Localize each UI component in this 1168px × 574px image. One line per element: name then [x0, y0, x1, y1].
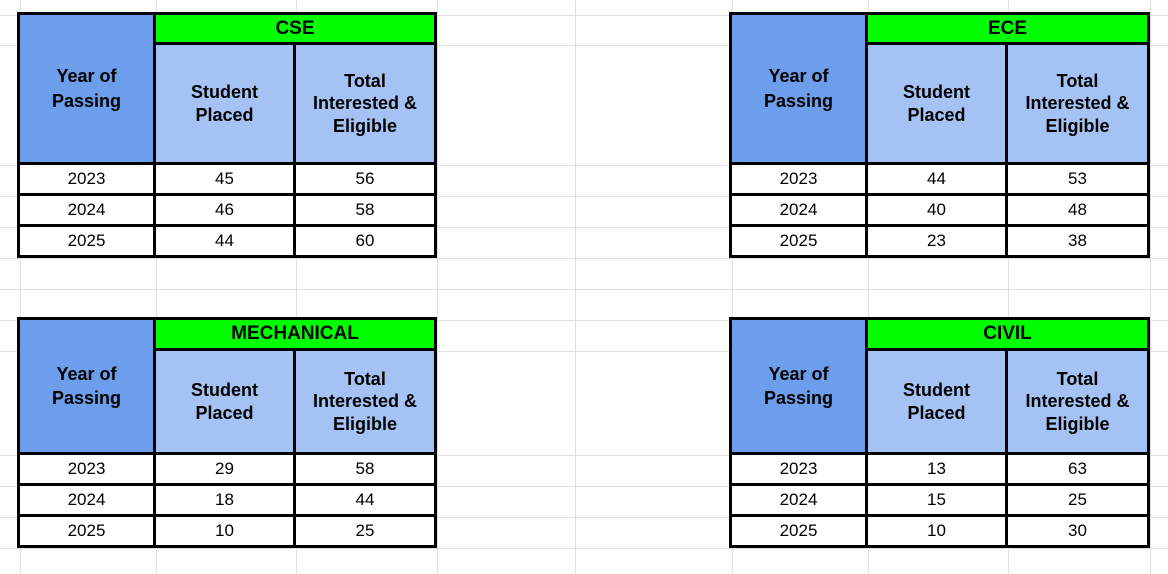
year-cell[interactable]: 2023 [732, 165, 868, 196]
branch-title-cell[interactable]: CSE [156, 15, 437, 45]
year-cell[interactable]: 2024 [20, 196, 156, 227]
placed-cell[interactable]: 45 [156, 165, 296, 196]
placed-cell[interactable]: 29 [156, 455, 296, 486]
eligible-cell[interactable]: 25 [296, 517, 437, 548]
year-cell[interactable]: 2024 [732, 196, 868, 227]
placement-table-civil: Year of Passing CIVIL Student Placed Tot… [729, 317, 1150, 548]
year-cell[interactable]: 2025 [732, 517, 868, 548]
year-of-passing-header-cell[interactable]: Year of Passing [732, 320, 868, 455]
eligible-cell[interactable]: 56 [296, 165, 437, 196]
eligible-cell[interactable]: 60 [296, 227, 437, 258]
year-cell[interactable]: 2025 [20, 227, 156, 258]
placement-table-mechanical: Year of Passing MECHANICAL Student Place… [17, 317, 437, 548]
placed-cell[interactable]: 10 [868, 517, 1008, 548]
eligible-cell[interactable]: 63 [1008, 455, 1150, 486]
student-placed-header-cell[interactable]: Student Placed [868, 45, 1008, 165]
year-cell[interactable]: 2023 [20, 165, 156, 196]
placed-cell[interactable]: 44 [868, 165, 1008, 196]
placed-cell[interactable]: 46 [156, 196, 296, 227]
student-placed-header-cell[interactable]: Student Placed [156, 45, 296, 165]
branch-title-cell[interactable]: ECE [868, 15, 1150, 45]
placed-cell[interactable]: 13 [868, 455, 1008, 486]
eligible-cell[interactable]: 53 [1008, 165, 1150, 196]
placed-cell[interactable]: 44 [156, 227, 296, 258]
total-eligible-header-cell[interactable]: Total Interested & Eligible [296, 45, 437, 165]
placed-cell[interactable]: 15 [868, 486, 1008, 517]
branch-title-cell[interactable]: MECHANICAL [156, 320, 437, 351]
year-cell[interactable]: 2023 [20, 455, 156, 486]
placement-table-cse: Year of Passing CSE Student Placed Total… [17, 12, 437, 258]
total-eligible-header-cell[interactable]: Total Interested & Eligible [1008, 351, 1150, 455]
branch-title-cell[interactable]: CIVIL [868, 320, 1150, 351]
total-eligible-header-cell[interactable]: Total Interested & Eligible [1008, 45, 1150, 165]
year-cell[interactable]: 2024 [20, 486, 156, 517]
eligible-cell[interactable]: 44 [296, 486, 437, 517]
eligible-cell[interactable]: 58 [296, 455, 437, 486]
student-placed-header-cell[interactable]: Student Placed [868, 351, 1008, 455]
placed-cell[interactable]: 23 [868, 227, 1008, 258]
total-eligible-header-cell[interactable]: Total Interested & Eligible [296, 351, 437, 455]
student-placed-header-cell[interactable]: Student Placed [156, 351, 296, 455]
year-of-passing-header-cell[interactable]: Year of Passing [20, 15, 156, 165]
eligible-cell[interactable]: 30 [1008, 517, 1150, 548]
placement-table-ece: Year of Passing ECE Student Placed Total… [729, 12, 1150, 258]
eligible-cell[interactable]: 38 [1008, 227, 1150, 258]
placed-cell[interactable]: 40 [868, 196, 1008, 227]
placed-cell[interactable]: 10 [156, 517, 296, 548]
year-cell[interactable]: 2023 [732, 455, 868, 486]
placed-cell[interactable]: 18 [156, 486, 296, 517]
eligible-cell[interactable]: 25 [1008, 486, 1150, 517]
eligible-cell[interactable]: 58 [296, 196, 437, 227]
year-of-passing-header-cell[interactable]: Year of Passing [732, 15, 868, 165]
eligible-cell[interactable]: 48 [1008, 196, 1150, 227]
year-cell[interactable]: 2025 [20, 517, 156, 548]
year-cell[interactable]: 2025 [732, 227, 868, 258]
year-cell[interactable]: 2024 [732, 486, 868, 517]
year-of-passing-header-cell[interactable]: Year of Passing [20, 320, 156, 455]
